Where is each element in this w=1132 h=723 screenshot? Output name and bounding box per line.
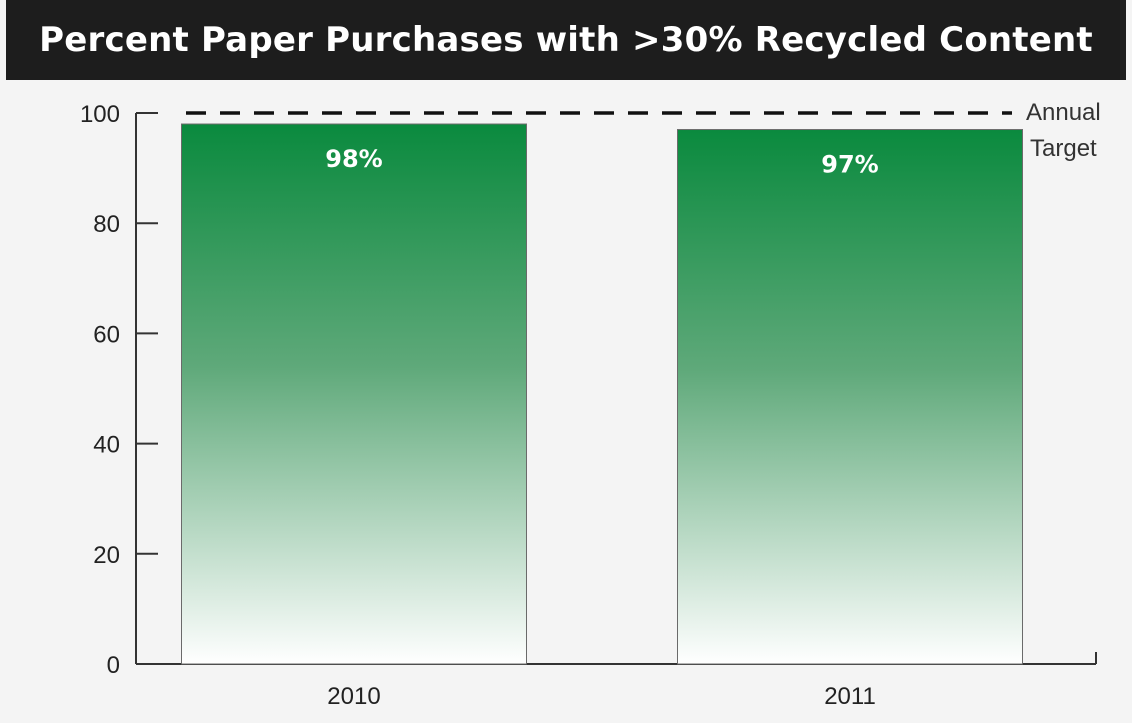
y-tick-label: 100 [80,101,120,128]
bar [677,129,1023,665]
target-label-line1: Annual [1026,99,1101,126]
target-label-line2: Target [1030,135,1097,162]
bar [181,123,527,665]
x-tick-label: 2010 [327,683,380,710]
x-tick-label: 2011 [824,683,876,710]
target-group: Annual Target [186,99,1101,162]
bar-data-label: 98% [325,145,382,173]
bar-data-label: 97% [821,151,878,179]
y-tick-label: 60 [93,321,120,348]
chart-title-bar: Percent Paper Purchases with >30% Recycl… [6,0,1126,80]
chart-title: Percent Paper Purchases with >30% Recycl… [39,20,1093,60]
y-tick-label: 40 [93,432,120,459]
bars: 98% 2010 97% 2011 [181,123,1023,710]
axes: 0 20 40 60 80 100 [80,101,1097,679]
y-tick-label: 0 [107,652,120,679]
y-tick-label: 80 [93,211,120,238]
y-tick-label: 20 [93,542,120,569]
